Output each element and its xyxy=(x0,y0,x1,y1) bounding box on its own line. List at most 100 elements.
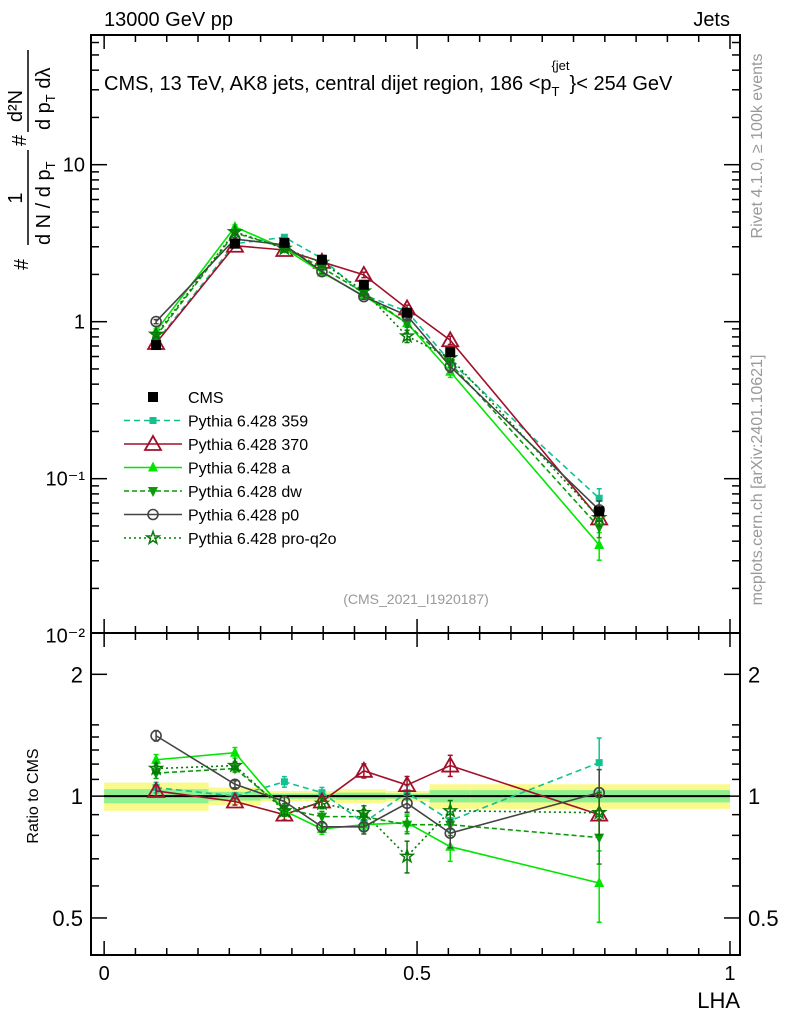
legend-label: Pythia 6.428 a xyxy=(188,461,290,478)
ylabel-den1: d N / d pT xyxy=(33,161,58,245)
marker-star xyxy=(144,529,162,546)
marker-star xyxy=(226,756,244,773)
marker-star xyxy=(398,327,416,344)
marker-triangle-up xyxy=(151,753,162,764)
series-pythia-6-428-a xyxy=(151,220,605,923)
marker-triangle-open xyxy=(225,791,245,809)
header-right: Jets xyxy=(693,9,730,31)
marker-square xyxy=(445,347,456,358)
marker-star xyxy=(355,803,373,820)
title-main: CMS, 13 TeV, AK8 jets, central dijet reg… xyxy=(104,73,552,95)
legend-label: Pythia 6.428 359 xyxy=(188,414,308,431)
series-line xyxy=(155,230,600,519)
ratio-series-line xyxy=(156,764,600,858)
ratio-y-tick-label-right: 1 xyxy=(748,784,760,809)
title-sub: T xyxy=(552,84,560,99)
marker-star xyxy=(441,802,459,818)
marker-triangle-up xyxy=(229,746,240,757)
marker-square xyxy=(151,340,162,351)
marker-square xyxy=(231,792,239,800)
marker-circle-open xyxy=(358,820,370,833)
ratio-y-tick-label-right: 2 xyxy=(748,662,760,687)
legend-label: Pythia 6.428 p0 xyxy=(188,508,299,525)
marker-triangle-down xyxy=(402,319,413,330)
marker-triangle-open xyxy=(440,330,460,348)
legend-label: Pythia 6.428 dw xyxy=(188,484,302,501)
analysis-id: (CMS_2021_I1920187) xyxy=(343,591,489,607)
marker-star xyxy=(147,325,165,342)
ylabel-hash: # xyxy=(11,258,33,270)
legend-label: Pythia 6.428 pro-q2o xyxy=(188,531,337,548)
marker-circle-open xyxy=(444,827,457,839)
legend-item: Pythia 6.428 a xyxy=(124,461,290,478)
ylabel-den2: d pT dλ xyxy=(33,68,58,130)
series-cms xyxy=(151,237,605,517)
marker-square xyxy=(280,233,288,241)
marker-circle-open xyxy=(147,508,159,521)
marker-square xyxy=(358,279,369,290)
marker-triangle-down xyxy=(316,812,327,823)
svg-text:CMS, 13 TeV, AK8 jets, central: CMS, 13 TeV, AK8 jets, central dijet reg… xyxy=(104,58,673,99)
marker-triangle-down xyxy=(594,833,605,844)
ylabel-one: 1 xyxy=(5,192,27,203)
marker-triangle-open xyxy=(143,434,163,451)
legend-label: Pythia 6.428 370 xyxy=(188,437,308,454)
ylabel-num2: d²N xyxy=(5,90,27,122)
title-end: }< 254 GeV xyxy=(570,73,674,95)
marker-star xyxy=(398,847,416,864)
legend-label: CMS xyxy=(188,390,224,407)
marker-triangle-open xyxy=(146,781,166,798)
marker-square xyxy=(594,506,605,517)
ratio-y-tick-label: 1 xyxy=(71,784,83,809)
marker-triangle-up xyxy=(594,538,605,549)
marker-circle-open xyxy=(401,797,413,810)
marker-triangle-open xyxy=(354,760,374,778)
y-axis-label: # 1 d N / d pT # d²N d pT dλ xyxy=(5,50,58,270)
legend: CMS Pythia 6.428 359 Pythia 6.428 370 Pythi… xyxy=(124,390,337,548)
rivet-label: Rivet 4.1.0, ≥ 100k events xyxy=(749,54,766,239)
marker-square xyxy=(595,759,603,767)
y-tick-label: 1 xyxy=(74,312,85,334)
legend-item: Pythia 6.428 dw xyxy=(124,484,302,501)
marker-triangle-up xyxy=(148,461,158,472)
x-tick-label: 1 xyxy=(724,963,735,985)
chart-title: CMS, 13 TeV, AK8 jets, central dijet reg… xyxy=(104,58,673,99)
marker-star xyxy=(276,801,293,818)
marker-star xyxy=(226,223,244,239)
legend-item: Pythia 6.428 359 xyxy=(124,414,308,431)
legend-item: Pythia 6.428 p0 xyxy=(124,508,299,525)
marker-star xyxy=(590,803,608,820)
ratio-series-line xyxy=(156,767,600,839)
marker-square xyxy=(279,237,290,248)
marker-square xyxy=(595,494,603,502)
marker-square xyxy=(148,392,158,402)
marker-square xyxy=(316,254,327,265)
ratio-y-tick-label-right: 0.5 xyxy=(748,906,779,931)
x-axis-label: LHA xyxy=(697,988,740,1013)
y-tick-label: 10⁻¹ xyxy=(46,469,86,491)
ratio-frame xyxy=(90,632,741,956)
y-tick-label: 10⁻² xyxy=(46,626,86,648)
marker-triangle-open xyxy=(397,775,417,792)
marker-star xyxy=(147,759,165,776)
header-left: 13000 GeV pp xyxy=(104,9,233,31)
marker-square xyxy=(149,417,157,424)
marker-square xyxy=(280,778,288,786)
marker-triangle-down xyxy=(148,487,158,497)
marker-circle-open xyxy=(229,778,241,791)
ratio-series-line xyxy=(156,751,600,884)
mcplots-label: mcplots.cern.ch [arXiv:2401.10621] xyxy=(749,355,766,606)
marker-square xyxy=(402,307,413,318)
x-tick-label: 0.5 xyxy=(403,963,431,985)
ratio-y-tick-label: 2 xyxy=(71,662,83,687)
legend-item: Pythia 6.428 pro-q2o xyxy=(124,529,337,548)
marker-circle-open xyxy=(316,820,328,833)
ratio-y-axis-label: Ratio to CMS xyxy=(25,748,42,843)
marker-circle-open xyxy=(150,729,162,742)
ratio-y-tick-label: 0.5 xyxy=(52,906,83,931)
series-line xyxy=(155,232,600,528)
legend-item: Pythia 6.428 370 xyxy=(124,434,308,454)
marker-triangle-open xyxy=(440,755,460,773)
marker-triangle-up xyxy=(594,877,605,888)
